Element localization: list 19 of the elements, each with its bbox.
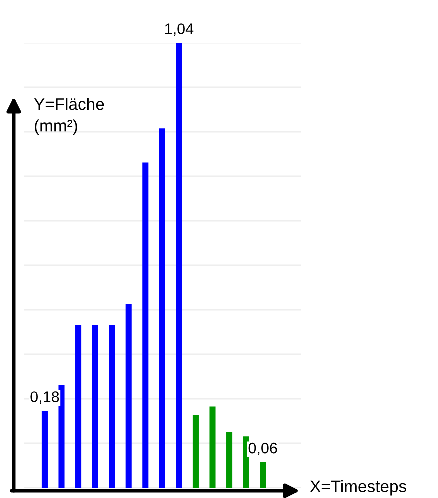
bar (159, 128, 166, 488)
bar (226, 432, 233, 488)
bar (243, 436, 250, 488)
bar (260, 462, 266, 488)
bar (142, 162, 149, 488)
bar (92, 325, 98, 488)
data-label: 0,06 (248, 442, 278, 456)
y-axis-title: Y=Fläche (mm²) (34, 98, 104, 136)
bar (109, 325, 116, 488)
x-axis-title: X=Timesteps (310, 480, 406, 496)
data-label: 1,04 (165, 24, 194, 36)
bar (192, 415, 199, 488)
data-label: 0,18 (30, 392, 60, 404)
bar (58, 385, 65, 488)
bar (210, 406, 216, 488)
bar (126, 304, 132, 488)
bar (176, 43, 182, 488)
bar (76, 325, 82, 488)
bar (42, 410, 48, 488)
